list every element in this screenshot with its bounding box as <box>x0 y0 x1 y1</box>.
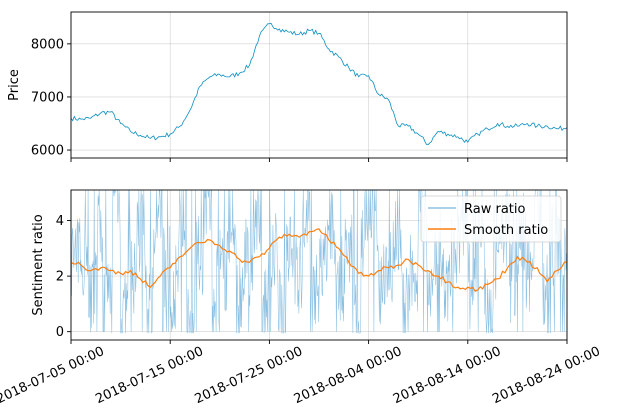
price-line <box>70 22 568 146</box>
y-tick-label: 6000 <box>31 144 64 159</box>
raw-ratio-line <box>70 189 568 334</box>
sentiment-y-ticks: 0 2 4 <box>56 214 71 340</box>
sentiment-series <box>70 189 568 334</box>
smooth-ratio-line <box>70 228 568 292</box>
y-tick-label: 0 <box>56 325 64 340</box>
sentiment-y-label: Sentiment ratio <box>31 214 46 315</box>
legend-raw-ratio-label: Raw ratio <box>464 202 525 217</box>
legend: Raw ratio Smooth ratio <box>420 195 562 243</box>
price-panel: 6000 7000 8000 Price <box>7 11 568 162</box>
y-tick-label: 4 <box>56 214 64 229</box>
price-series <box>70 22 568 146</box>
y-tick-label: 7000 <box>31 90 64 105</box>
price-y-ticks: 6000 7000 8000 <box>31 37 71 159</box>
sentiment-axes-frame <box>70 189 568 341</box>
y-tick-label: 8000 <box>31 37 64 52</box>
price-x-ticks <box>70 158 568 162</box>
price-grid <box>70 12 568 158</box>
price-axes-frame <box>70 11 568 159</box>
legend-smooth-ratio-label: Smooth ratio <box>464 223 548 238</box>
price-y-label: Price <box>7 69 22 101</box>
y-tick-label: 2 <box>56 270 64 285</box>
